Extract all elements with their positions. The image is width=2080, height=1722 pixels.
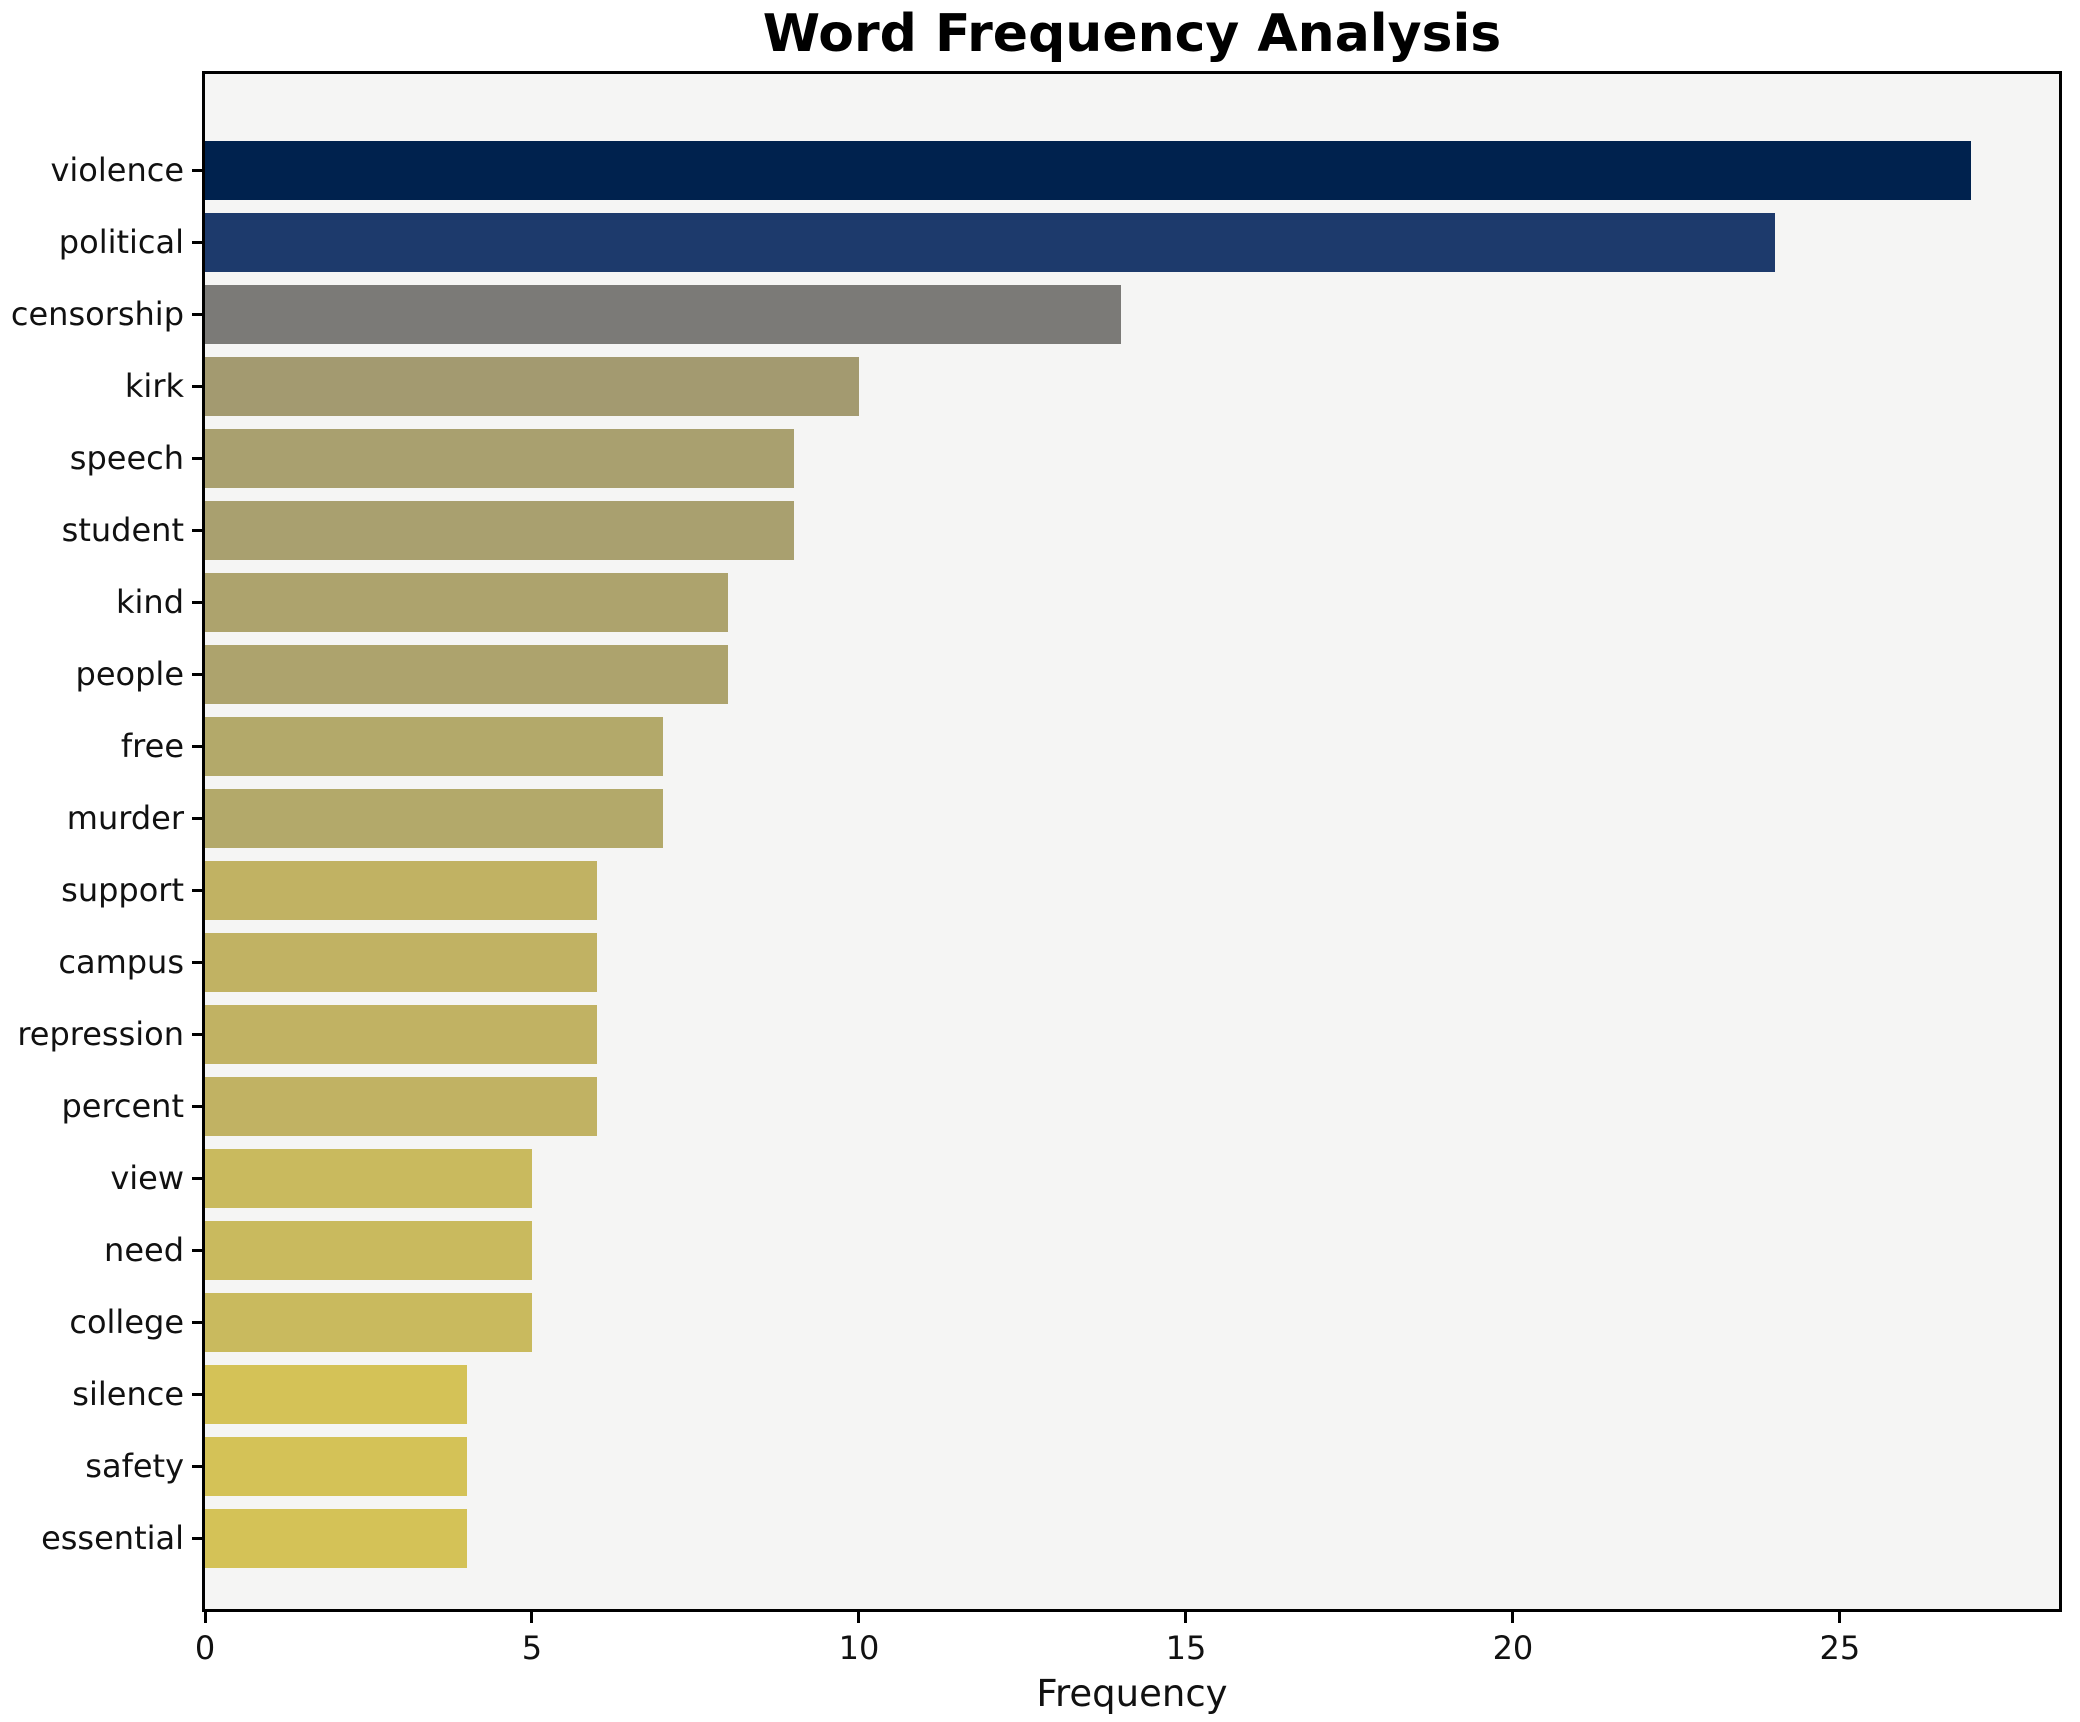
bar-free [205, 716, 663, 776]
bar-need [205, 1220, 532, 1280]
y-tick-mark [192, 889, 202, 892]
bar-repression [205, 1004, 598, 1064]
x-tick-mark [203, 1612, 207, 1623]
bar-political [205, 212, 1775, 272]
y-tick-mark [192, 529, 202, 532]
y-tick-mark [192, 313, 202, 316]
x-tick-mark [1184, 1612, 1188, 1623]
x-tick-mark [857, 1612, 861, 1623]
y-tick-label-percent: percent [61, 1087, 184, 1125]
bar-silence [205, 1364, 467, 1424]
y-tick-label-silence: silence [72, 1375, 184, 1413]
plot-area [202, 71, 2062, 1612]
bar-student [205, 500, 794, 560]
y-tick-mark [192, 1033, 202, 1036]
bar-essential [205, 1508, 467, 1568]
bar-censorship [205, 284, 1121, 344]
x-tick-label-20: 20 [1492, 1629, 1534, 1667]
y-tick-label-need: need [104, 1231, 184, 1269]
x-tick-label-5: 5 [521, 1629, 543, 1667]
y-tick-mark [192, 1393, 202, 1396]
y-tick-mark [192, 1105, 202, 1108]
y-tick-label-essential: essential [41, 1519, 184, 1557]
y-tick-mark [192, 601, 202, 604]
y-tick-label-censorship: censorship [10, 295, 184, 333]
y-tick-label-kirk: kirk [124, 367, 184, 405]
y-tick-mark [192, 385, 202, 388]
y-tick-mark [192, 1537, 202, 1540]
y-tick-mark [192, 745, 202, 748]
y-tick-label-safety: safety [85, 1447, 184, 1485]
y-tick-label-kind: kind [115, 583, 184, 621]
bar-kirk [205, 356, 859, 416]
y-tick-mark [192, 673, 202, 676]
x-tick-label-25: 25 [1819, 1629, 1861, 1667]
chart-title: Word Frequency Analysis [762, 4, 1502, 64]
y-tick-mark [192, 1321, 202, 1324]
y-tick-mark [192, 1177, 202, 1180]
bar-support [205, 860, 598, 920]
y-tick-mark [192, 1465, 202, 1468]
y-tick-label-people: people [75, 655, 184, 693]
x-tick-mark [1511, 1612, 1515, 1623]
y-tick-mark [192, 169, 202, 172]
y-tick-label-student: student [61, 511, 184, 549]
y-tick-label-free: free [120, 727, 184, 765]
x-tick-label-15: 15 [1165, 1629, 1207, 1667]
x-tick-label-10: 10 [838, 1629, 880, 1667]
y-tick-label-violence: violence [50, 151, 184, 189]
bar-kind [205, 572, 729, 632]
bar-view [205, 1148, 532, 1208]
y-tick-label-campus: campus [58, 943, 184, 981]
y-tick-mark [192, 241, 202, 244]
bar-college [205, 1292, 532, 1352]
y-tick-label-view: view [110, 1159, 184, 1197]
y-tick-mark [192, 961, 202, 964]
bar-campus [205, 932, 598, 992]
x-axis-label: Frequency [1036, 1672, 1228, 1715]
bar-murder [205, 788, 663, 848]
x-tick-mark [1838, 1612, 1842, 1623]
x-tick-label-0: 0 [194, 1629, 216, 1667]
y-tick-label-political: political [58, 223, 184, 261]
y-tick-label-repression: repression [17, 1015, 184, 1053]
bar-percent [205, 1076, 598, 1136]
y-tick-label-murder: murder [66, 799, 184, 837]
y-tick-mark [192, 1249, 202, 1252]
y-tick-label-college: college [69, 1303, 184, 1341]
y-tick-mark [192, 457, 202, 460]
bar-safety [205, 1436, 467, 1496]
bar-violence [205, 140, 1971, 200]
bar-people [205, 644, 729, 704]
y-tick-mark [192, 817, 202, 820]
bar-speech [205, 428, 794, 488]
y-tick-label-speech: speech [69, 439, 184, 477]
x-tick-mark [530, 1612, 534, 1623]
y-tick-label-support: support [61, 871, 184, 909]
